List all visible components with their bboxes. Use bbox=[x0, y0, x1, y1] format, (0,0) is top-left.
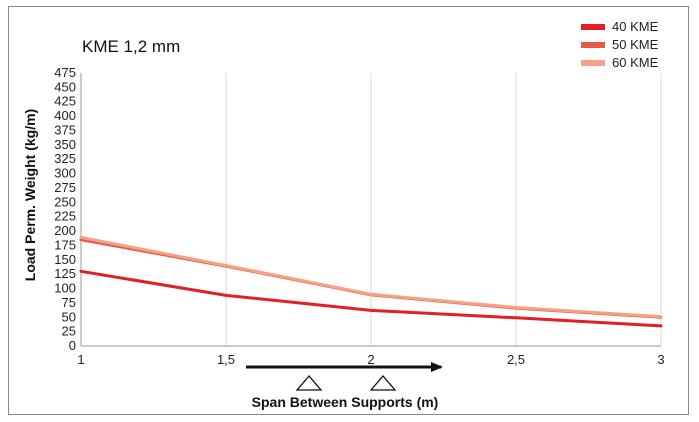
legend-label: 40 KME bbox=[612, 19, 659, 34]
y-tick-label: 225 bbox=[54, 209, 76, 224]
y-tick-label: 300 bbox=[54, 166, 76, 181]
y-tick-label: 375 bbox=[54, 122, 76, 137]
span-diagram bbox=[246, 362, 443, 391]
x-tick-label: 3 bbox=[657, 352, 664, 367]
y-tick-label: 100 bbox=[54, 281, 76, 296]
legend-label: 60 KME bbox=[612, 55, 659, 70]
y-tick-label: 75 bbox=[62, 295, 76, 310]
y-tick-label: 200 bbox=[54, 223, 76, 238]
grid-lines bbox=[225, 73, 662, 346]
y-tick-label: 50 bbox=[62, 309, 76, 324]
series-lines bbox=[79, 235, 663, 328]
y-tick-label: 175 bbox=[54, 237, 76, 252]
y-tick-label: 150 bbox=[54, 252, 76, 267]
x-tick-label: 2 bbox=[367, 352, 374, 367]
y-tick-label: 325 bbox=[54, 151, 76, 166]
y-axis-ticks: 0255075100125150175200225250275300325350… bbox=[54, 65, 76, 353]
series-line bbox=[79, 269, 663, 328]
y-tick-label: 425 bbox=[54, 94, 76, 109]
x-tick-label: 1 bbox=[77, 352, 84, 367]
legend: 40 KME 50 KME 60 KME bbox=[581, 19, 659, 70]
axes bbox=[80, 73, 661, 347]
line-chart: KME 1,2 mm 02550751001251501752002252502… bbox=[22, 19, 665, 410]
y-tick-label: 125 bbox=[54, 266, 76, 281]
support-triangle-left-icon bbox=[295, 375, 323, 391]
y-tick-label: 475 bbox=[54, 65, 76, 80]
y-tick-label: 350 bbox=[54, 137, 76, 152]
y-axis-title: Load Perm. Weight (kg/m) bbox=[22, 109, 38, 281]
x-tick-label: 1,5 bbox=[217, 352, 235, 367]
y-tick-label: 275 bbox=[54, 180, 76, 195]
y-tick-label: 450 bbox=[54, 79, 76, 94]
chart-title: KME 1,2 mm bbox=[82, 37, 180, 56]
x-tick-label: 2,5 bbox=[507, 352, 525, 367]
y-tick-label: 0 bbox=[69, 338, 76, 353]
series-line bbox=[79, 235, 663, 319]
x-axis-ticks: 1 1,5 2 2,5 3 bbox=[77, 352, 664, 367]
legend-label: 50 KME bbox=[612, 37, 659, 52]
chart-frame: KME 1,2 mm 0 25 50 75 100 125 150 175 200 225 250 2… bbox=[8, 6, 689, 415]
x-axis-title: Span Between Supports (m) bbox=[252, 394, 439, 410]
y-tick-label: 400 bbox=[54, 108, 76, 123]
y-tick-label: 25 bbox=[62, 324, 76, 339]
support-triangle-right-icon bbox=[369, 375, 397, 391]
y-tick-label: 250 bbox=[54, 194, 76, 209]
